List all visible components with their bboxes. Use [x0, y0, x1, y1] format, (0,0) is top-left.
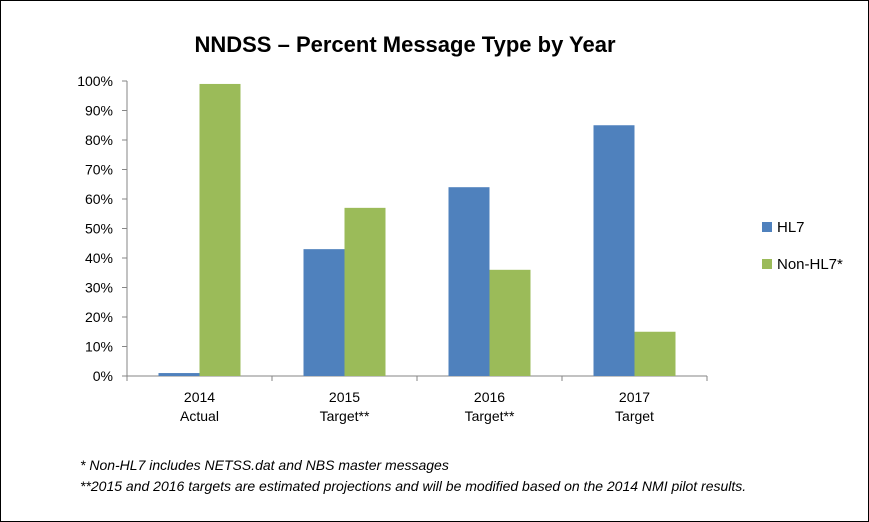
y-tick-label: 20% [85, 309, 113, 325]
bar-non-hl7-3 [634, 331, 676, 376]
legend-swatch [762, 259, 772, 269]
bar-non-hl7-2 [489, 269, 531, 376]
bar-hl7-0 [158, 373, 200, 376]
bar-non-hl7-0 [199, 83, 241, 376]
y-tick-label: 90% [85, 103, 113, 119]
y-tick-label: 60% [85, 191, 113, 207]
y-tick-label: 80% [85, 132, 113, 148]
x-category-label: Actual [180, 408, 219, 424]
y-tick-label: 0% [93, 368, 113, 384]
bar-non-hl7-1 [344, 207, 386, 376]
x-category-label: 2014 [184, 389, 215, 405]
x-category-label: 2015 [329, 389, 360, 405]
y-tick-label: 50% [85, 221, 113, 237]
bar-hl7-2 [448, 187, 490, 376]
x-category-label: 2016 [474, 389, 505, 405]
legend: HL7 Non-HL7* [762, 219, 843, 273]
y-axis: 0% 10% 20% 30% 40% 50% 60% 70% 80% 90% 100% [77, 73, 128, 384]
bar-hl7-1 [303, 249, 345, 376]
x-category-label: Target** [320, 408, 370, 424]
x-axis: 2014 Actual 2015 Target** 2016 Target** 2017 Ta… [126, 375, 708, 424]
footnote-targets: **2015 and 2016 targets are estimated pr… [80, 478, 747, 494]
y-tick-label: 40% [85, 250, 113, 266]
x-category-label: Target** [465, 408, 515, 424]
legend-label: Non-HL7* [777, 256, 843, 273]
legend-label: HL7 [777, 219, 805, 236]
y-tick-label: 30% [85, 280, 113, 296]
bar-hl7-3 [593, 125, 635, 376]
y-tick-label: 70% [85, 162, 113, 178]
y-tick-label: 100% [77, 73, 113, 89]
legend-swatch [762, 222, 772, 232]
x-category-label: Target [615, 408, 654, 424]
chart-title: NNDSS – Percent Message Type by Year [194, 32, 615, 57]
y-tick-label: 10% [85, 339, 113, 355]
x-category-label: 2017 [619, 389, 650, 405]
footnote-non-hl7: * Non-HL7 includes NETSS.dat and NBS mas… [80, 457, 449, 473]
bars [158, 83, 676, 376]
